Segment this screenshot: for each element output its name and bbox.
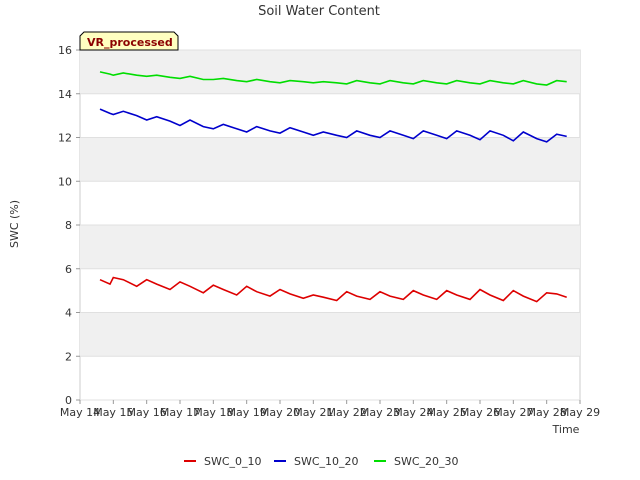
x-tick-label: May 18 [193, 406, 233, 419]
x-tick-label: May 19 [227, 406, 267, 419]
y-tick-label: 8 [65, 219, 72, 232]
plot-background [79, 49, 581, 401]
vr-processed-badge: VR_processed [79, 31, 179, 51]
x-tick-label: May 16 [127, 406, 167, 419]
y-axis-ticks: 0 2 4 6 8 10 12 14 16 [58, 44, 80, 407]
grid-band [80, 225, 580, 269]
y-axis-label: SWC (%) [8, 200, 21, 248]
x-tick-label: May 17 [160, 406, 200, 419]
y-tick-label: 10 [58, 175, 72, 188]
grid-band [80, 137, 580, 182]
x-tick-label: May 28 [527, 406, 567, 419]
grid-band [80, 50, 580, 94]
x-tick-label: May 27 [493, 406, 533, 419]
y-tick-label: 6 [65, 263, 72, 276]
series-line-SWC_10_20 [99, 108, 567, 143]
x-tick-label: May 15 [93, 406, 133, 419]
y-tick-label: 12 [58, 132, 72, 145]
x-tick-label: May 23 [360, 406, 400, 419]
x-tick-label: May 24 [393, 406, 433, 419]
y-tick-label: 0 [65, 394, 72, 407]
series-line-SWC_20_30 [99, 71, 567, 86]
legend: SWC_0_10 SWC_10_20 SWC_20_30 [184, 455, 459, 468]
legend-label-SWC_20_30: SWC_20_30 [394, 455, 459, 468]
x-tick-label: May 29 [560, 406, 600, 419]
chart-title: Soil Water Content [258, 4, 380, 19]
y-tick-label: 2 [65, 350, 72, 363]
legend-label-SWC_10_20: SWC_10_20 [294, 455, 359, 468]
y-tick-label: 16 [58, 44, 72, 57]
grid-band [80, 312, 580, 357]
x-tick-label: May 21 [293, 406, 333, 419]
x-axis-label: Time [552, 423, 580, 436]
series-line-SWC_0_10 [99, 276, 567, 303]
x-tick-label: May 20 [260, 406, 300, 419]
x-tick-label: May 22 [327, 406, 367, 419]
y-tick-label: 14 [58, 88, 72, 101]
x-tick-label: May 26 [460, 406, 500, 419]
x-tick-label: May 25 [427, 406, 467, 419]
x-tick-label: May 14 [60, 406, 100, 419]
y-tick-label: 4 [65, 307, 72, 320]
badge-label: VR_processed [87, 36, 173, 49]
series-lines [99, 71, 567, 303]
legend-label-SWC_0_10: SWC_0_10 [204, 455, 262, 468]
